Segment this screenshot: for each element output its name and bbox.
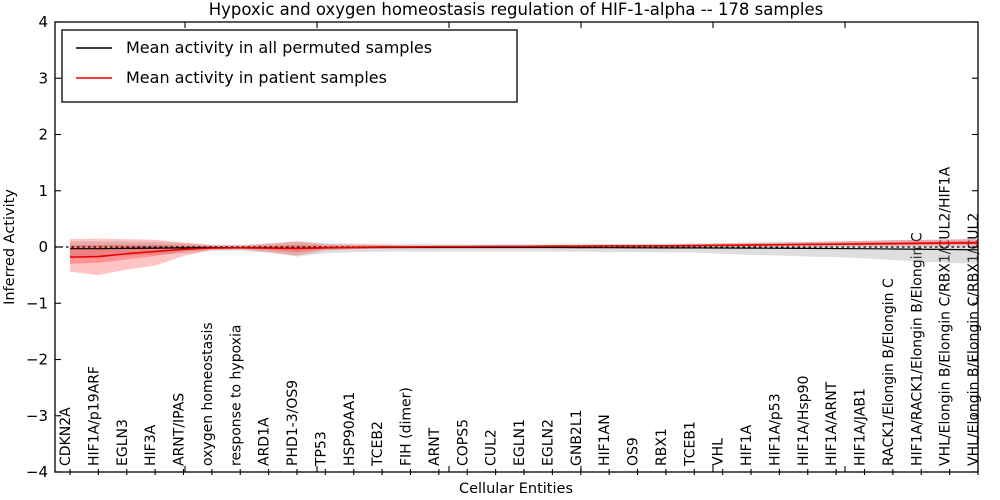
x-tick-label: TCEB1 xyxy=(682,421,698,467)
x-tick-label: EGLN3 xyxy=(115,419,131,466)
x-tick-label: HIF1A/ARNT xyxy=(824,381,840,466)
y-tick-label: −4 xyxy=(26,463,48,481)
x-tick-label: HSP90AA1 xyxy=(342,392,358,466)
x-tick-label: HIF3A xyxy=(143,424,159,466)
x-tick-label: CDKN2A xyxy=(58,407,74,466)
x-tick-label: ARD1A xyxy=(257,417,273,466)
x-tick-label: FIH (dimer) xyxy=(399,387,415,466)
x-tick-label: RBX1 xyxy=(654,428,670,466)
x-tick-label: VHL/Elongin B/Elongin C/RBX1/CUL2/HIF1A xyxy=(938,166,954,466)
y-tick-labels: 4 3 2 1 0 −1 −2 −3 −4 xyxy=(26,13,48,481)
legend-box xyxy=(61,29,518,103)
y-tick-label: −1 xyxy=(26,294,48,312)
x-tick-label: HIF1AN xyxy=(597,414,613,466)
x-tick-label: ARNT/IPAS xyxy=(172,393,188,466)
x-tick-label: GNB2L1 xyxy=(569,409,585,466)
x-tick-label: OS9 xyxy=(626,437,642,466)
x-tick-label: response to hypoxia xyxy=(228,325,244,466)
x-tick-label: COPS5 xyxy=(455,419,471,466)
x-tick-label: RACK1/Elongin B/Elongin C xyxy=(881,278,897,466)
x-category-labels: CDKN2A HIF1A/p19ARF EGLN3 HIF3A ARNT/IPAS oxy… xyxy=(58,166,982,467)
x-tick-label: HIF1A xyxy=(739,424,755,466)
x-tick-label: TP53 xyxy=(313,431,329,467)
legend: Mean activity in all permuted samples Me… xyxy=(61,29,518,103)
x-tick-label: oxygen homeostasis xyxy=(200,322,216,466)
x-tick-label: TCEB2 xyxy=(370,421,386,467)
x-axis-label: Cellular Entities xyxy=(459,481,573,497)
y-tick-label: −3 xyxy=(26,407,48,425)
x-tick-label: EGLN2 xyxy=(540,419,556,466)
y-tick-label: −2 xyxy=(26,351,48,369)
y-tick-label: 4 xyxy=(38,13,48,31)
y-tick-label: 2 xyxy=(38,126,48,144)
axes-frame xyxy=(54,21,979,473)
legend-label-patient: Mean activity in patient samples xyxy=(126,68,387,87)
y-tick-label: 0 xyxy=(38,238,48,256)
legend-label-permuted: Mean activity in all permuted samples xyxy=(126,38,432,57)
x-tick-label: ARNT xyxy=(427,427,443,466)
y-tick-label: 1 xyxy=(38,182,48,200)
chart-title: Hypoxic and oxygen homeostasis regulatio… xyxy=(209,0,824,19)
x-tick-label: HIF1A/p19ARF xyxy=(86,366,102,466)
x-tick-label: HIF1A/p53 xyxy=(767,393,783,466)
x-tick-label: PHD1-3/OS9 xyxy=(285,380,301,466)
x-tick-label: VHL xyxy=(711,438,727,466)
x-tick-label: HIF1A/Hsp90 xyxy=(796,376,812,466)
y-axis-label: Inferred Activity xyxy=(2,189,18,305)
x-tick-label: HIF1A/RACK1/Elongin B/Elongin C xyxy=(909,232,925,466)
x-tick-label: EGLN1 xyxy=(512,419,528,466)
y-tick-label: 3 xyxy=(38,69,48,87)
mean-patient-line xyxy=(69,241,979,258)
x-tick-label: HIF1A/JAB1 xyxy=(853,388,869,466)
series-lines-layer xyxy=(69,241,979,258)
x-tick-label: CUL2 xyxy=(484,429,500,466)
